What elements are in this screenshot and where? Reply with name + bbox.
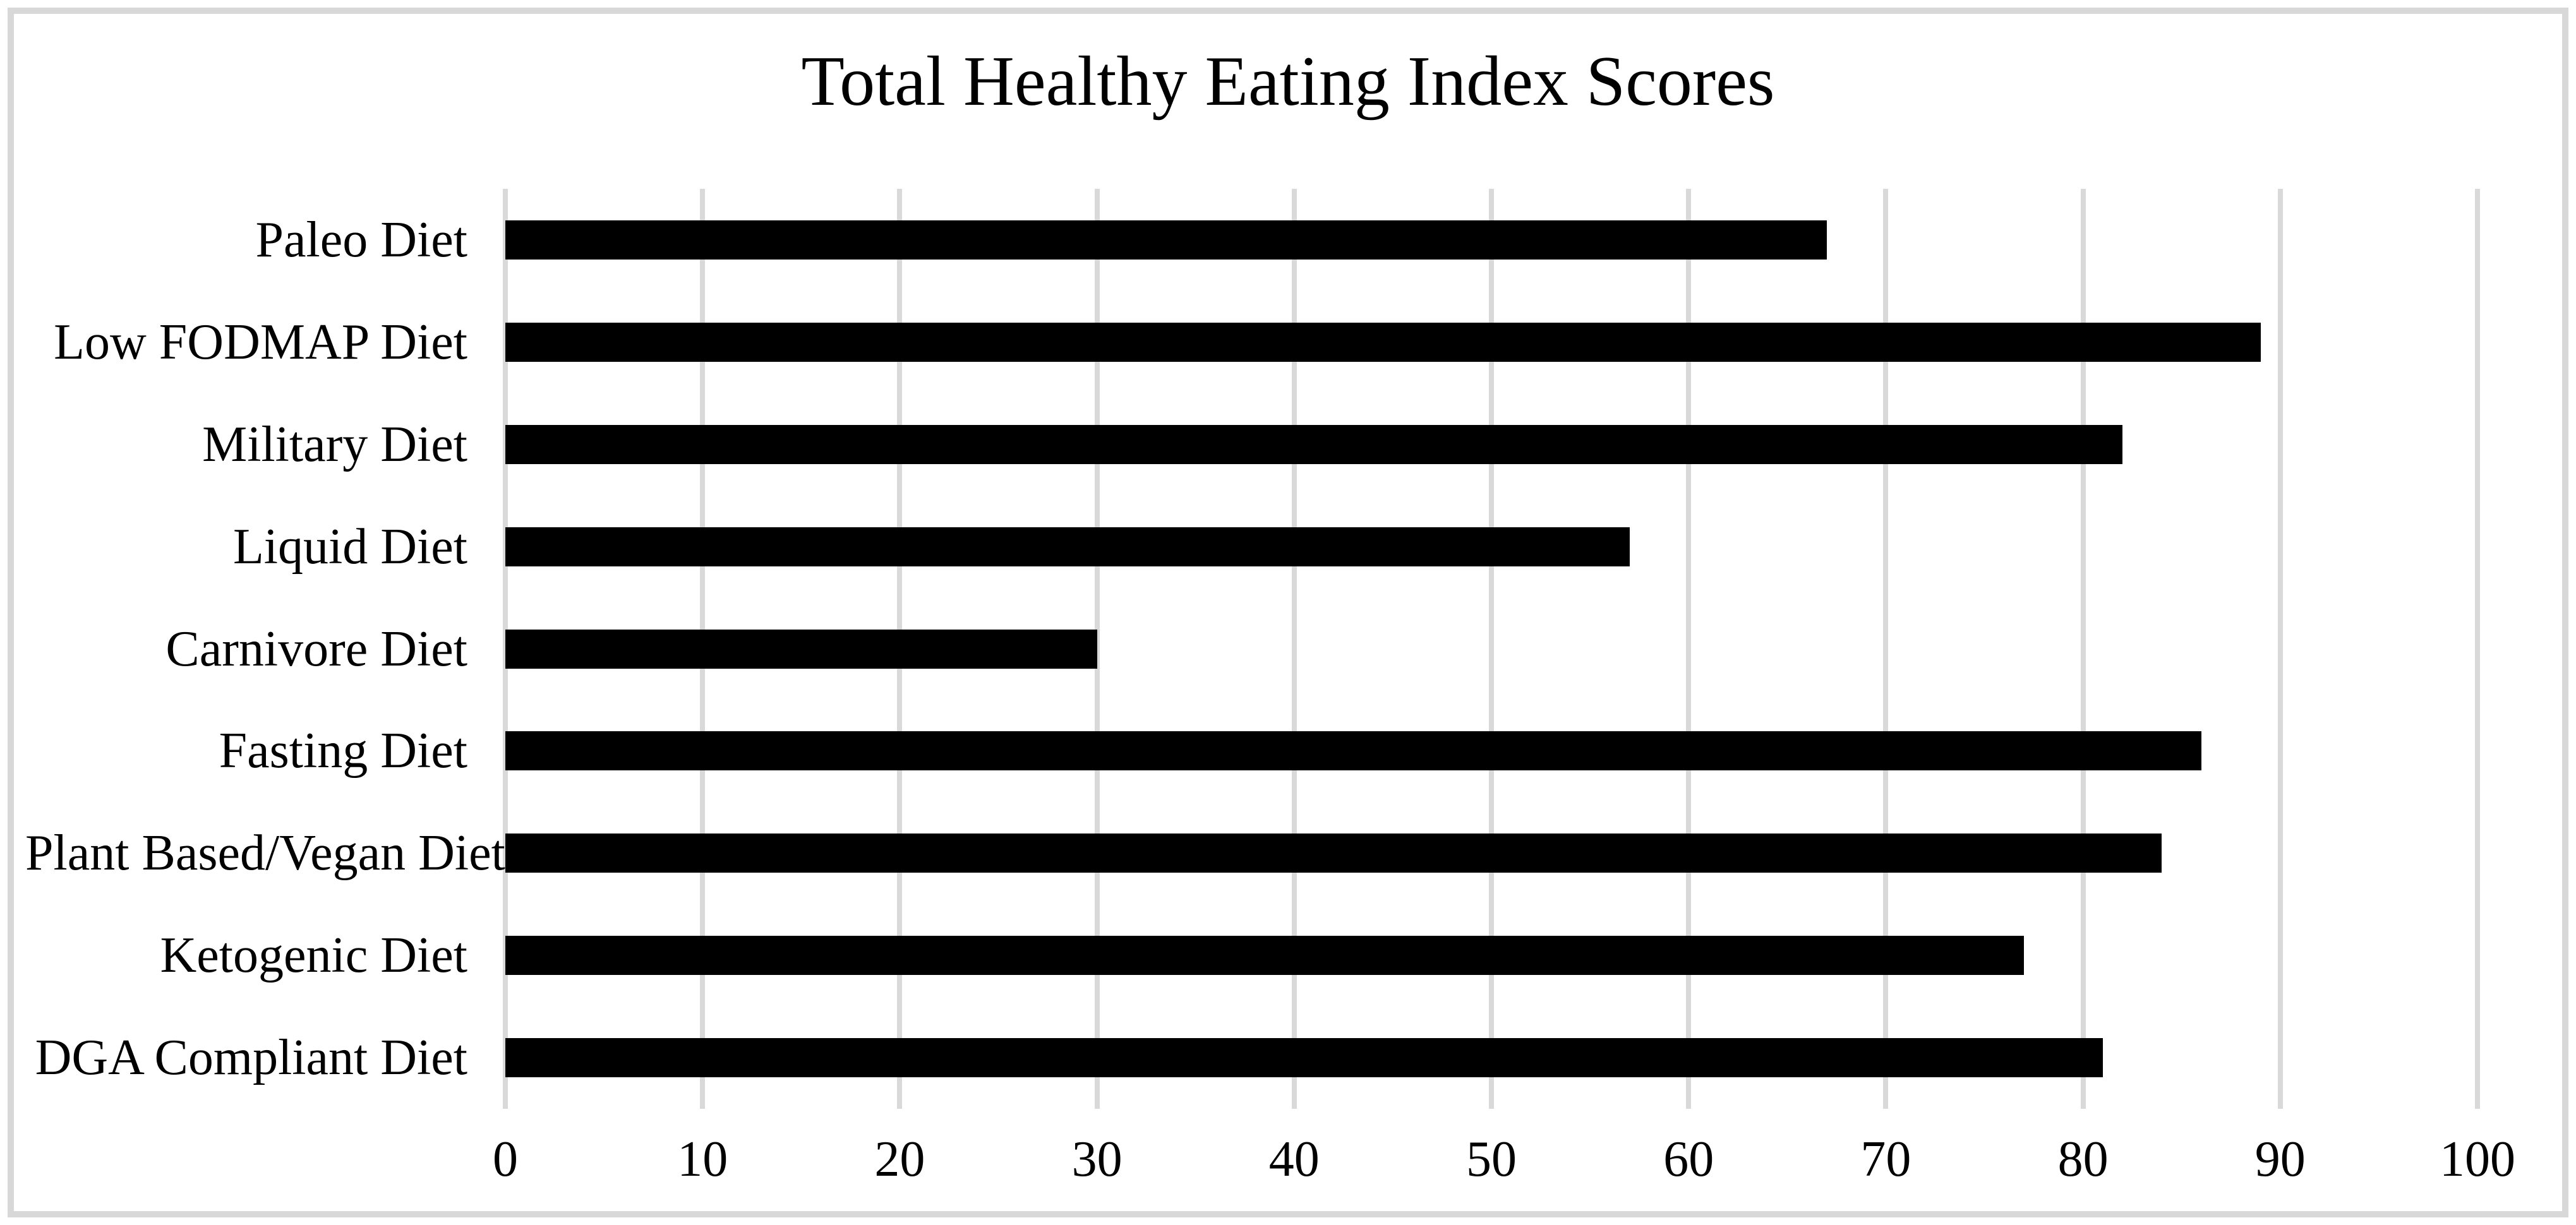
category-axis: Paleo Diet Low FODMAP Diet Military Diet Li… [25,189,505,1109]
bar-carnivore-diet [505,629,1097,669]
bar-plant-based-vegan-diet [505,834,2162,873]
x-tick-label-60: 60 [1663,1132,1714,1187]
gridline-90 [2277,189,2283,1109]
gridline-30 [1094,189,1100,1109]
category-label-paleo-diet: Paleo Diet [255,212,467,268]
category-label-dga-compliant-diet: DGA Compliant Diet [35,1030,467,1086]
category-label-ketogenic-diet: Ketogenic Diet [160,928,467,984]
x-tick-label-100: 100 [2440,1132,2515,1187]
bar-liquid-diet [505,527,1630,566]
value-axis: 0 10 20 30 40 50 60 70 80 90 100 [493,1132,2515,1204]
bar-dga-compliant-diet [505,1038,2103,1078]
category-label-low-fodmap-diet: Low FODMAP Diet [54,314,467,370]
x-tick-label-40: 40 [1268,1132,1320,1187]
gridline-70 [1883,189,1889,1109]
x-tick-label-10: 10 [677,1132,728,1187]
bar-ketogenic-diet [505,936,2024,976]
chart-title: Total Healthy Eating Index Scores [801,42,1775,121]
category-label-fasting-diet: Fasting Diet [219,723,467,779]
category-label-carnivore-diet: Carnivore Diet [166,621,467,677]
category-label-liquid-diet: Liquid Diet [232,518,467,575]
category-label-plant-based-vegan-diet: Plant Based/Vegan Diet [25,825,505,881]
x-tick-label-0: 0 [493,1132,518,1187]
gridline-80 [2080,189,2086,1109]
x-tick-label-20: 20 [874,1132,925,1187]
bar-paleo-diet [505,220,1827,260]
gridline-100 [2475,189,2480,1109]
x-tick-label-50: 50 [1466,1132,1517,1187]
bar-low-fodmap-diet [505,322,2261,362]
gridline-40 [1291,189,1297,1109]
gridline-50 [1489,189,1494,1109]
plot-area [503,189,2480,1109]
x-tick-label-80: 80 [2057,1132,2109,1187]
x-tick-label-30: 30 [1071,1132,1122,1187]
x-tick-label-70: 70 [1860,1132,1911,1187]
category-label-military-diet: Military Diet [202,416,467,472]
gridline-60 [1686,189,1692,1109]
bar-military-diet [505,424,2123,464]
x-tick-label-90: 90 [2254,1132,2306,1187]
bar-fasting-diet [505,731,2201,771]
